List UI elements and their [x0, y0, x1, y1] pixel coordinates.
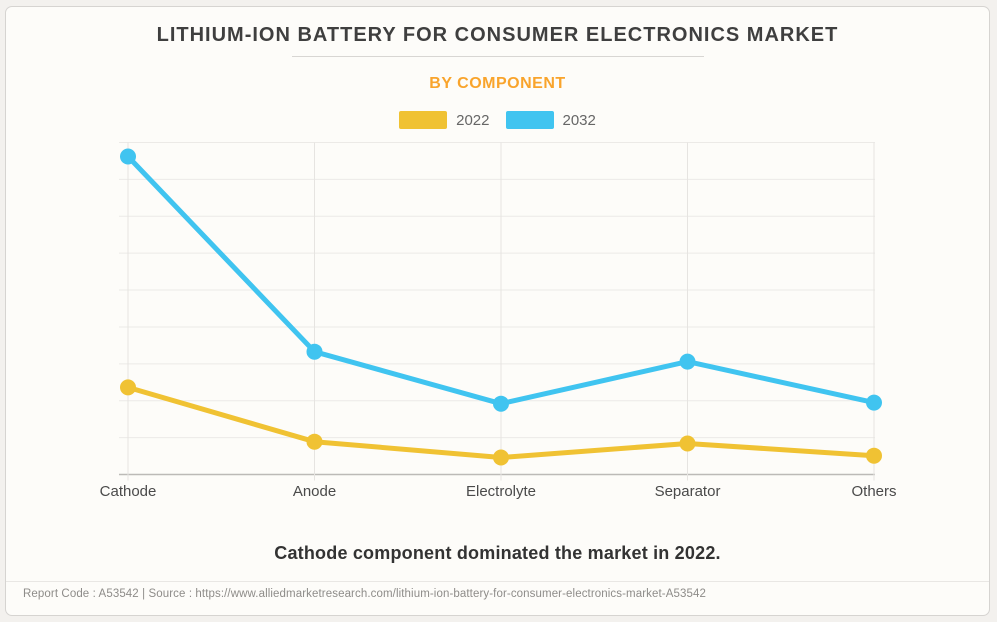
x-axis-label-anode: Anode	[292, 483, 337, 500]
legend-label-2022: 2022	[456, 111, 490, 129]
legend-label-2032: 2032	[562, 111, 596, 129]
footer-text: Report Code : A53542 | Source : https://…	[23, 588, 706, 600]
x-axis-label-separator: Separator	[654, 483, 721, 500]
x-axis-label-cathode: Cathode	[99, 483, 157, 500]
title-divider	[291, 56, 704, 57]
x-axis-label-electrolyte: Electrolyte	[465, 483, 537, 500]
series-2022-point-electrolyte[interactable]	[493, 449, 509, 466]
legend-swatch-2032-icon	[505, 111, 554, 129]
chart-title: LITHIUM-ION BATTERY FOR CONSUMER ELECTRO…	[156, 24, 839, 46]
chart-canvas	[119, 142, 882, 481]
series-2032-point-separator[interactable]	[679, 353, 696, 370]
x-axis-label-others: Others	[851, 483, 897, 500]
plot-area	[119, 142, 882, 482]
chart-subtitle: BY COMPONENT	[429, 75, 566, 92]
legend: 2022 2032	[6, 111, 989, 129]
series-2032-point-anode[interactable]	[306, 343, 323, 360]
chart-card: LITHIUM-ION BATTERY FOR CONSUMER ELECTRO…	[5, 6, 990, 616]
series-2022-point-anode[interactable]	[306, 433, 323, 450]
x-axis: Cathode Anode Electrolyte Separator Othe…	[100, 483, 897, 503]
legend-swatch-2022-icon	[399, 111, 448, 129]
chart-caption: Cathode component dominated the market i…	[274, 543, 721, 563]
series-2022-point-others[interactable]	[866, 447, 882, 464]
series-2032-point-electrolyte[interactable]	[493, 395, 509, 412]
legend-item-2022[interactable]: 2022	[399, 111, 490, 129]
series-2022-point-separator[interactable]	[679, 435, 696, 452]
series-2032-point-cathode[interactable]	[120, 148, 136, 165]
series-2032-point-others[interactable]	[866, 394, 882, 411]
series-2022-point-cathode[interactable]	[120, 379, 136, 396]
footer-divider	[6, 581, 989, 582]
legend-item-2032[interactable]: 2032	[505, 111, 596, 129]
